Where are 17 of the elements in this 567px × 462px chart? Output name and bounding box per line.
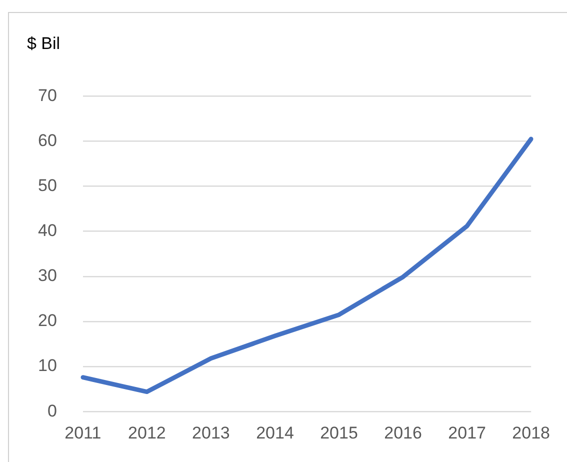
y-tick-label: 60 [38, 130, 57, 150]
x-tick-label: 2011 [64, 423, 102, 442]
y-axis-title: $ Bil [27, 34, 60, 54]
y-tick-label: 0 [47, 401, 57, 420]
x-tick-label: 2016 [384, 423, 422, 442]
x-tick-label: 2013 [192, 423, 230, 442]
x-tick-label: 2014 [256, 423, 294, 442]
y-tick-label: 50 [38, 176, 57, 195]
x-tick-label: 2012 [128, 423, 166, 442]
x-tick-label: 2015 [320, 423, 358, 442]
x-tick-label: 2018 [512, 423, 550, 442]
y-tick-label: 30 [38, 266, 57, 286]
y-tick-label: 40 [38, 221, 57, 240]
y-tick-label: 20 [38, 311, 57, 330]
y-tick-label: 10 [38, 356, 57, 376]
x-tick-label: 2017 [448, 423, 486, 442]
y-tick-label: 70 [38, 86, 57, 105]
